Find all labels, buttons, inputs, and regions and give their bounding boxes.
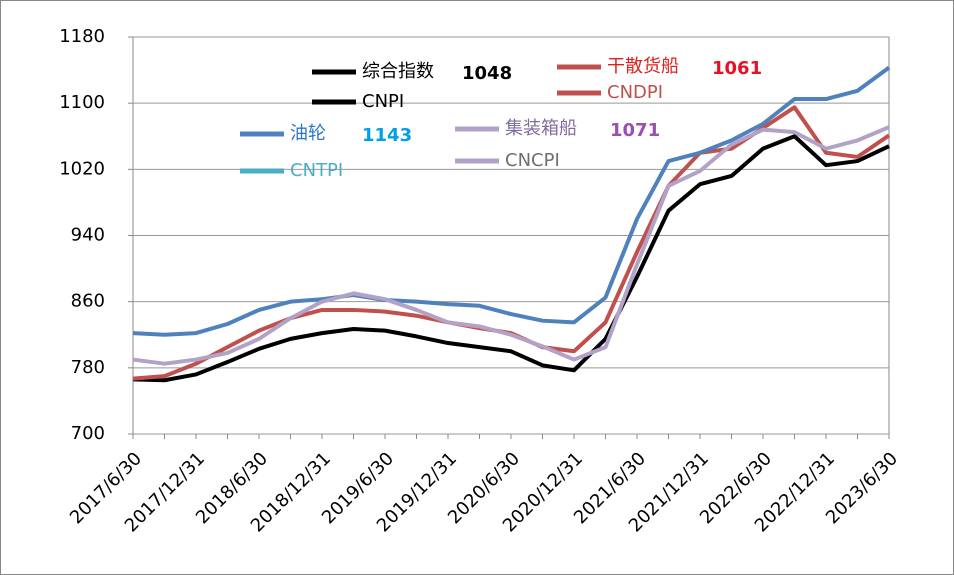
value-label: 1143 <box>362 125 412 146</box>
legend-label: CNDPI <box>607 82 663 103</box>
series-line <box>132 125 890 366</box>
legend-label: CNCPI <box>505 150 560 171</box>
y-tick-label: 940 <box>71 225 105 246</box>
legend-label: CNPI <box>362 91 404 112</box>
y-tick-label: 780 <box>71 357 105 378</box>
y-tick-label: 1100 <box>59 92 105 113</box>
value-label: 1048 <box>462 63 512 84</box>
value-label: 1071 <box>610 120 660 141</box>
legend-label: 综合指数 <box>362 61 434 82</box>
legend-label: CNTPI <box>290 160 343 181</box>
series-line <box>132 134 890 383</box>
legend-label: 集装箱船 <box>505 118 577 139</box>
value-label: 1061 <box>712 58 762 79</box>
y-tick-label: 1180 <box>59 26 105 47</box>
legend-label: 干散货船 <box>607 56 679 77</box>
y-tick-label: 1020 <box>59 158 105 179</box>
series-line <box>132 65 891 337</box>
legend-label: 油轮 <box>290 123 326 144</box>
y-tick-label: 860 <box>71 291 105 312</box>
y-tick-label: 700 <box>71 423 105 444</box>
